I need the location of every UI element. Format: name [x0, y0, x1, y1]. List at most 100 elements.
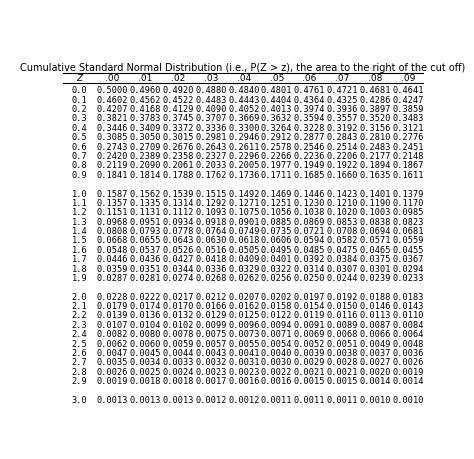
Text: 0.3085: 0.3085	[97, 133, 128, 142]
Text: 0.0013: 0.0013	[129, 396, 161, 405]
Text: 0.2005: 0.2005	[228, 162, 260, 170]
Text: 0.0071: 0.0071	[261, 330, 292, 339]
Text: 0.0495: 0.0495	[261, 246, 292, 255]
Text: 0.0059: 0.0059	[162, 340, 194, 348]
Text: 0.0060: 0.0060	[129, 340, 161, 348]
Text: 0.2389: 0.2389	[129, 152, 161, 161]
Text: 0.5: 0.5	[72, 133, 87, 142]
Text: 0.0618: 0.0618	[228, 236, 260, 246]
Text: 0.2090: 0.2090	[129, 162, 161, 170]
Text: 0.0869: 0.0869	[294, 218, 325, 227]
Text: 0.1292: 0.1292	[195, 199, 227, 208]
Text: 0.0174: 0.0174	[129, 302, 161, 311]
Text: 0.2236: 0.2236	[294, 152, 325, 161]
Text: 0.4562: 0.4562	[129, 96, 161, 105]
Text: 0.0078: 0.0078	[162, 330, 194, 339]
Text: 0.2358: 0.2358	[162, 152, 194, 161]
Text: 0.0436: 0.0436	[129, 255, 161, 264]
Text: 0.0202: 0.0202	[261, 293, 292, 302]
Text: 0.0122: 0.0122	[261, 311, 292, 320]
Text: 0.0455: 0.0455	[392, 246, 424, 255]
Text: 0.0057: 0.0057	[195, 340, 227, 348]
Text: 0.0505: 0.0505	[228, 246, 260, 255]
Text: 0.0132: 0.0132	[162, 311, 194, 320]
Text: 0.1314: 0.1314	[162, 199, 194, 208]
Text: 0.2709: 0.2709	[129, 143, 161, 151]
Text: 0.0764: 0.0764	[195, 227, 227, 236]
Text: 0.0017: 0.0017	[195, 377, 227, 386]
Text: 0.0322: 0.0322	[261, 264, 292, 274]
Text: 0.2676: 0.2676	[162, 143, 194, 151]
Text: 0.0183: 0.0183	[392, 293, 424, 302]
Text: 0.0018: 0.0018	[162, 377, 194, 386]
Text: 0.0119: 0.0119	[294, 311, 325, 320]
Text: 0.3409: 0.3409	[129, 124, 161, 133]
Text: 0.0021: 0.0021	[294, 368, 325, 377]
Text: 0.4286: 0.4286	[360, 96, 391, 105]
Text: 1.2: 1.2	[72, 208, 87, 217]
Text: 0.2946: 0.2946	[228, 133, 260, 142]
Text: 0.0028: 0.0028	[327, 358, 358, 367]
Text: 0.0197: 0.0197	[294, 293, 325, 302]
Text: 0.0475: 0.0475	[327, 246, 358, 255]
Text: 0.0013: 0.0013	[162, 396, 194, 405]
Text: 0.0329: 0.0329	[228, 264, 260, 274]
Text: 0.0054: 0.0054	[261, 340, 292, 348]
Text: .01: .01	[138, 74, 152, 83]
Text: 0.0778: 0.0778	[162, 227, 194, 236]
Text: 0.0465: 0.0465	[360, 246, 391, 255]
Text: 0.1151: 0.1151	[97, 208, 128, 217]
Text: 0.4207: 0.4207	[97, 105, 128, 114]
Text: 0.0207: 0.0207	[228, 293, 260, 302]
Text: 0.0089: 0.0089	[327, 321, 358, 330]
Text: 0.0179: 0.0179	[97, 302, 128, 311]
Text: 0.0192: 0.0192	[327, 293, 358, 302]
Text: 0.0025: 0.0025	[129, 368, 161, 377]
Text: 0.3300: 0.3300	[228, 124, 260, 133]
Text: 0.1922: 0.1922	[327, 162, 358, 170]
Text: 0.3632: 0.3632	[261, 114, 292, 123]
Text: 0.4920: 0.4920	[162, 86, 194, 95]
Text: 0.3228: 0.3228	[294, 124, 325, 133]
Text: 0.0026: 0.0026	[97, 368, 128, 377]
Text: 0.0559: 0.0559	[392, 236, 424, 246]
Text: 0.3821: 0.3821	[97, 114, 128, 123]
Text: 0.0051: 0.0051	[327, 340, 358, 348]
Text: 0.0075: 0.0075	[195, 330, 227, 339]
Text: 0.0096: 0.0096	[228, 321, 260, 330]
Text: 0.0548: 0.0548	[97, 246, 128, 255]
Text: 0.0116: 0.0116	[327, 311, 358, 320]
Text: 0.0735: 0.0735	[261, 227, 292, 236]
Text: 0.0107: 0.0107	[97, 321, 128, 330]
Text: 2.8: 2.8	[72, 368, 87, 377]
Text: 0.0217: 0.0217	[162, 293, 194, 302]
Text: 0.2546: 0.2546	[294, 143, 325, 151]
Text: 0.1562: 0.1562	[129, 190, 161, 198]
Text: 0.2981: 0.2981	[195, 133, 227, 142]
Text: 0.3483: 0.3483	[392, 114, 424, 123]
Text: 0.0099: 0.0099	[195, 321, 227, 330]
Text: 0.0029: 0.0029	[294, 358, 325, 367]
Text: 0.3520: 0.3520	[360, 114, 391, 123]
Text: 0.0351: 0.0351	[129, 264, 161, 274]
Text: 0.1949: 0.1949	[294, 162, 325, 170]
Text: 0.8: 0.8	[72, 162, 87, 170]
Text: .07: .07	[335, 74, 350, 83]
Text: 0.1469: 0.1469	[261, 190, 292, 198]
Text: 0.0066: 0.0066	[360, 330, 391, 339]
Text: 0.0102: 0.0102	[162, 321, 194, 330]
Text: 0.2643: 0.2643	[195, 143, 227, 151]
Text: 0.2033: 0.2033	[195, 162, 227, 170]
Text: 0.0043: 0.0043	[195, 349, 227, 358]
Text: 0.3050: 0.3050	[129, 133, 161, 142]
Text: 0.0069: 0.0069	[294, 330, 325, 339]
Text: 0.0262: 0.0262	[228, 274, 260, 283]
Text: 0.3594: 0.3594	[294, 114, 325, 123]
Text: 0.4443: 0.4443	[228, 96, 260, 105]
Text: 0.0749: 0.0749	[228, 227, 260, 236]
Text: .02: .02	[171, 74, 185, 83]
Text: 0.0110: 0.0110	[392, 311, 424, 320]
Text: 1.8: 1.8	[72, 264, 87, 274]
Text: 0.2296: 0.2296	[228, 152, 260, 161]
Text: 0.3192: 0.3192	[327, 124, 358, 133]
